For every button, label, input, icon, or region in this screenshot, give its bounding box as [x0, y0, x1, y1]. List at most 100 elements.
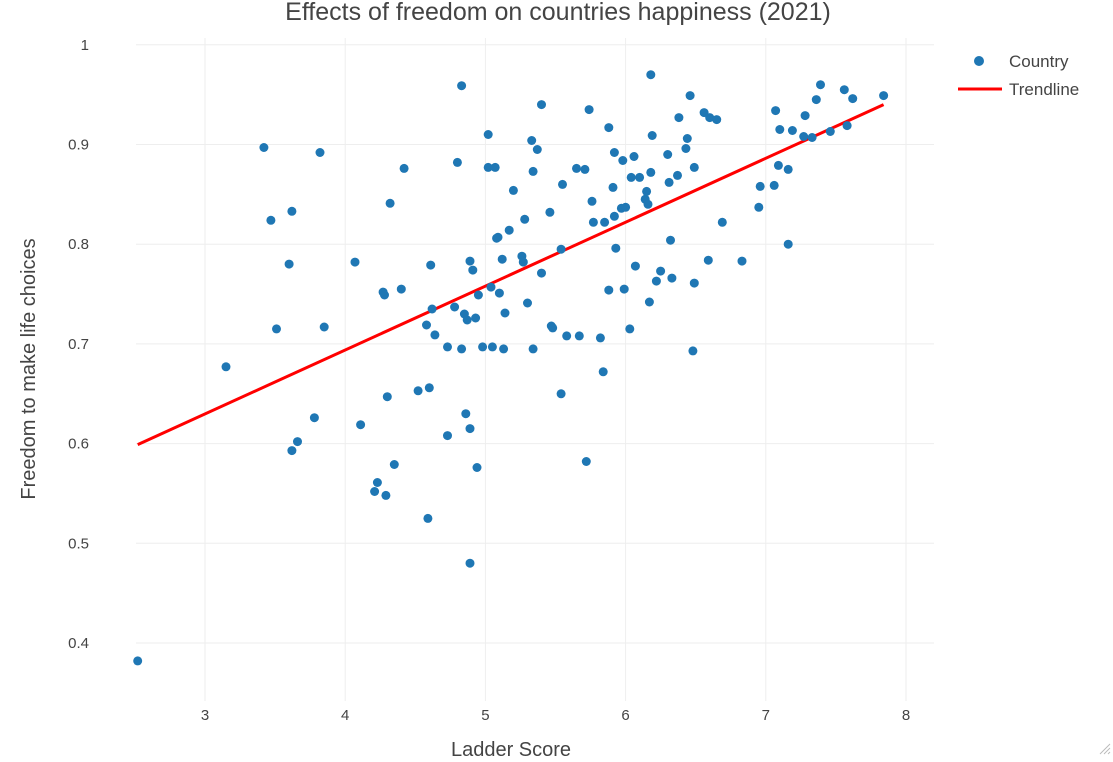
data-point[interactable]	[581, 457, 591, 466]
data-point[interactable]	[462, 315, 472, 325]
data-point[interactable]	[272, 324, 281, 334]
data-point[interactable]	[643, 199, 653, 209]
legend-item-country[interactable]: Country	[974, 52, 1069, 71]
data-point[interactable]	[527, 136, 537, 145]
data-point[interactable]	[629, 152, 639, 161]
data-point[interactable]	[556, 244, 566, 254]
data-point[interactable]	[646, 167, 656, 177]
data-point[interactable]	[625, 324, 635, 334]
data-point[interactable]	[422, 320, 431, 330]
data-point[interactable]	[468, 265, 478, 275]
data-point[interactable]	[689, 278, 699, 288]
data-point[interactable]	[382, 392, 392, 402]
data-point[interactable]	[471, 313, 481, 323]
data-point[interactable]	[293, 437, 302, 447]
data-point[interactable]	[532, 145, 542, 154]
data-point[interactable]	[385, 198, 395, 208]
data-point[interactable]	[674, 113, 684, 123]
data-point[interactable]	[473, 290, 483, 300]
data-point[interactable]	[663, 150, 673, 159]
data-point[interactable]	[266, 215, 276, 225]
data-point[interactable]	[618, 156, 628, 165]
data-point[interactable]	[598, 367, 608, 377]
data-point[interactable]	[619, 284, 629, 294]
data-point[interactable]	[604, 123, 614, 133]
data-point[interactable]	[644, 297, 654, 307]
data-point[interactable]	[558, 179, 567, 189]
data-point[interactable]	[504, 225, 514, 235]
data-point[interactable]	[879, 91, 889, 101]
data-point[interactable]	[574, 331, 584, 341]
data-point[interactable]	[754, 202, 764, 212]
data-point[interactable]	[787, 126, 797, 135]
data-point[interactable]	[545, 207, 555, 217]
data-point[interactable]	[483, 162, 493, 172]
data-point[interactable]	[783, 164, 793, 174]
data-point[interactable]	[600, 217, 610, 227]
data-point[interactable]	[399, 163, 409, 173]
data-point[interactable]	[465, 424, 475, 434]
data-point[interactable]	[664, 177, 674, 187]
data-point[interactable]	[626, 172, 636, 182]
data-point[interactable]	[537, 268, 546, 278]
data-point[interactable]	[775, 125, 785, 134]
data-point[interactable]	[771, 106, 781, 116]
data-point[interactable]	[450, 302, 460, 312]
data-point[interactable]	[380, 290, 389, 300]
data-point[interactable]	[381, 490, 391, 500]
data-point[interactable]	[703, 255, 713, 265]
data-point[interactable]	[221, 362, 231, 372]
data-point[interactable]	[413, 386, 423, 396]
data-point[interactable]	[499, 344, 509, 354]
data-point[interactable]	[370, 487, 380, 496]
data-point[interactable]	[423, 513, 433, 523]
data-point[interactable]	[773, 160, 783, 170]
data-point[interactable]	[424, 383, 434, 393]
data-point[interactable]	[783, 239, 793, 249]
resize-grip-icon[interactable]	[1097, 741, 1111, 755]
data-point[interactable]	[472, 463, 482, 472]
data-point[interactable]	[520, 214, 530, 224]
data-point[interactable]	[500, 308, 510, 318]
data-point[interactable]	[839, 85, 849, 95]
data-point[interactable]	[493, 232, 503, 242]
data-point[interactable]	[646, 70, 656, 80]
data-point[interactable]	[584, 105, 594, 115]
data-point[interactable]	[518, 257, 528, 267]
data-point[interactable]	[712, 115, 722, 125]
data-point[interactable]	[681, 144, 691, 153]
data-point[interactable]	[667, 273, 677, 283]
data-point[interactable]	[825, 127, 835, 136]
data-point[interactable]	[682, 134, 692, 143]
data-point[interactable]	[604, 285, 614, 295]
data-point[interactable]	[647, 131, 657, 140]
data-point[interactable]	[848, 94, 858, 104]
data-point[interactable]	[656, 266, 666, 276]
data-point[interactable]	[309, 413, 319, 423]
data-point[interactable]	[465, 256, 475, 266]
data-point[interactable]	[717, 217, 727, 227]
data-point[interactable]	[490, 162, 500, 172]
data-point[interactable]	[611, 243, 621, 253]
data-point[interactable]	[621, 202, 631, 212]
data-point[interactable]	[811, 95, 821, 105]
data-point[interactable]	[580, 164, 590, 174]
data-point[interactable]	[478, 342, 488, 352]
data-point[interactable]	[497, 254, 507, 264]
data-point[interactable]	[588, 217, 598, 227]
data-point[interactable]	[842, 121, 852, 131]
data-point[interactable]	[452, 157, 462, 167]
data-point[interactable]	[427, 304, 437, 314]
data-point[interactable]	[537, 100, 546, 110]
data-point[interactable]	[630, 261, 640, 271]
data-point[interactable]	[651, 276, 661, 286]
data-point[interactable]	[483, 130, 493, 139]
data-point[interactable]	[443, 431, 452, 441]
data-point[interactable]	[315, 148, 325, 157]
data-point[interactable]	[587, 196, 597, 206]
data-point[interactable]	[494, 288, 504, 298]
data-point[interactable]	[562, 331, 572, 341]
data-point[interactable]	[372, 478, 382, 487]
data-point[interactable]	[548, 323, 558, 333]
data-point[interactable]	[457, 344, 467, 354]
